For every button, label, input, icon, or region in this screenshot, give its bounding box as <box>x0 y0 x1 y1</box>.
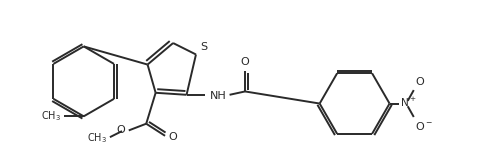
Text: N$^+$: N$^+$ <box>400 96 416 109</box>
Text: CH$_3$: CH$_3$ <box>41 109 61 123</box>
Text: O: O <box>240 57 250 67</box>
Text: S: S <box>201 42 208 52</box>
Text: NH: NH <box>209 91 226 101</box>
Text: O: O <box>117 125 125 135</box>
Text: O: O <box>168 132 177 142</box>
Text: O: O <box>415 77 424 87</box>
Text: O$^-$: O$^-$ <box>415 120 433 132</box>
Text: CH$_3$: CH$_3$ <box>87 131 107 145</box>
